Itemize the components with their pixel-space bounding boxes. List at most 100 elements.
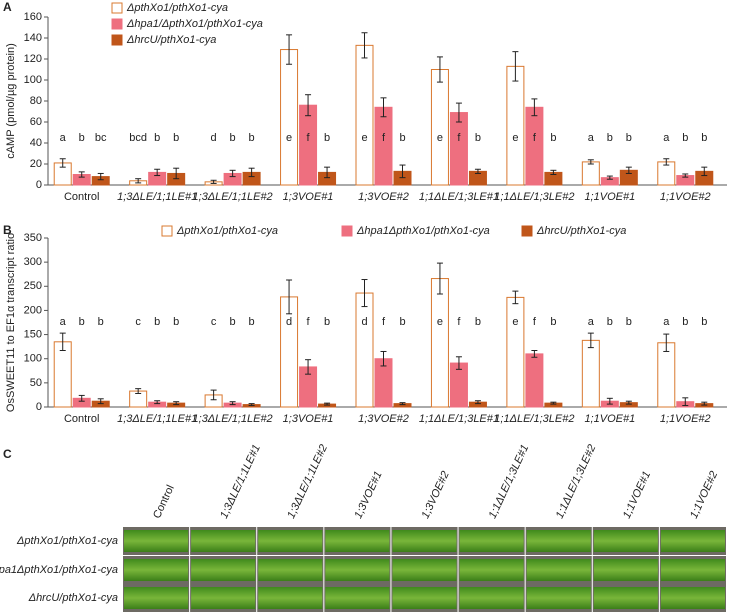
error-bar [606,397,613,405]
error-bar [701,166,708,177]
leaf-photo [660,587,725,609]
bar [355,44,374,186]
leaf-photo [191,587,256,609]
significance-letter: b [475,316,481,328]
leaf-photo [191,530,256,552]
leaf-photo [258,559,323,581]
leaf-photo [459,530,524,552]
column-label: 1;1ΔLE/1;3LE#1 [487,443,532,521]
bar [581,339,600,408]
y-tick-label: 150 [24,328,42,340]
error-bar [210,389,217,401]
y-tick-label: 0 [36,401,42,413]
error-bar [625,400,632,405]
error-bar [436,56,443,83]
y-tick-label: 60 [30,116,42,128]
significance-letter: b [249,316,255,328]
error-bar [324,166,331,179]
x-tick-label: Control [64,413,99,425]
significance-letter: b [626,316,632,328]
error-bar [512,51,519,82]
error-bar [97,398,104,405]
error-bar [550,169,557,175]
x-tick-label: 1;1VOE#2 [660,413,711,425]
legend-label: ΔhrcU/pthXo1-cya [536,225,626,237]
error-bar [229,401,236,406]
y-axis-label: cAMP (pmol/µg protein) [5,43,17,159]
y-tick-label: 20 [30,158,42,170]
leaf-photo [191,559,256,581]
x-tick-label: 1;3VOE#2 [358,413,409,425]
error-bar [361,32,368,59]
leaf-photo [526,559,591,581]
significance-letter: b [607,132,613,144]
error-bar [682,397,689,407]
row-label: Δhpa1ΔpthXo1/pthXo1-cya [0,564,118,576]
y-tick-label: 200 [24,304,42,316]
bar [525,353,544,408]
error-bar [248,167,255,178]
column-label: 1;1ΔLE/1;3LE#2 [554,443,599,521]
x-tick-label: 1;3VOE#1 [283,413,334,425]
significance-letter: f [457,316,461,328]
column-label: 1;3ΔLE/1;1LE#2 [285,443,330,521]
x-tick-label: 1;3VOE#2 [358,191,409,203]
significance-letter: a [663,132,670,144]
significance-letter: e [361,132,367,144]
leaf-photo [124,530,189,552]
significance-letter: b [324,316,330,328]
legend-swatch [521,225,533,237]
legend-label: ΔhrcU/pthXo1-cya [126,34,216,46]
error-bar [474,168,481,174]
error-bar [59,332,66,352]
y-tick-label: 0 [36,179,42,191]
leaf-photo [593,559,658,581]
bar [506,296,525,408]
significance-letter: b [154,316,160,328]
significance-letter: b [173,132,179,144]
legend-swatch [161,225,173,237]
y-tick-label: 100 [24,353,42,365]
significance-letter: b [550,316,556,328]
bar [525,106,544,186]
y-tick-label: 140 [24,32,42,44]
error-bar [663,333,670,352]
bar [657,342,676,408]
error-bar [248,403,255,407]
error-bar [59,158,66,168]
error-bar [606,175,613,180]
leaf-photo [526,530,591,552]
significance-letter: b [249,132,255,144]
significance-letter: f [533,132,537,144]
error-bar [512,290,519,305]
error-bar [701,401,708,406]
significance-letter: b [79,316,85,328]
x-tick-label: 1;1VOE#1 [584,191,635,203]
significance-letter: f [382,316,386,328]
leaf-photo [258,587,323,609]
error-bar [380,350,387,367]
leaf-photo [593,530,658,552]
legend-swatch [111,18,123,30]
y-tick-label: 300 [24,256,42,268]
error-bar [305,94,312,117]
error-bar [173,401,180,406]
y-tick-label: 160 [24,11,42,23]
legend-label: ΔpthXo1/pthXo1-cya [126,2,228,14]
significance-letter: b [701,132,707,144]
error-bar [474,400,481,405]
y-tick-label: 80 [30,95,42,107]
leaf-photo [660,559,725,581]
leaf-photo [459,587,524,609]
significance-letter: b [154,132,160,144]
bar [430,69,449,186]
bar [506,65,525,186]
leaf-photo [392,530,457,552]
x-tick-label: 1;1ΔLE/1;3LE#2 [494,413,574,425]
significance-letter: e [437,316,443,328]
column-label: 1;3VOE#1 [352,469,384,520]
bar [430,278,449,408]
error-bar [173,167,180,180]
significance-letter: e [286,132,292,144]
